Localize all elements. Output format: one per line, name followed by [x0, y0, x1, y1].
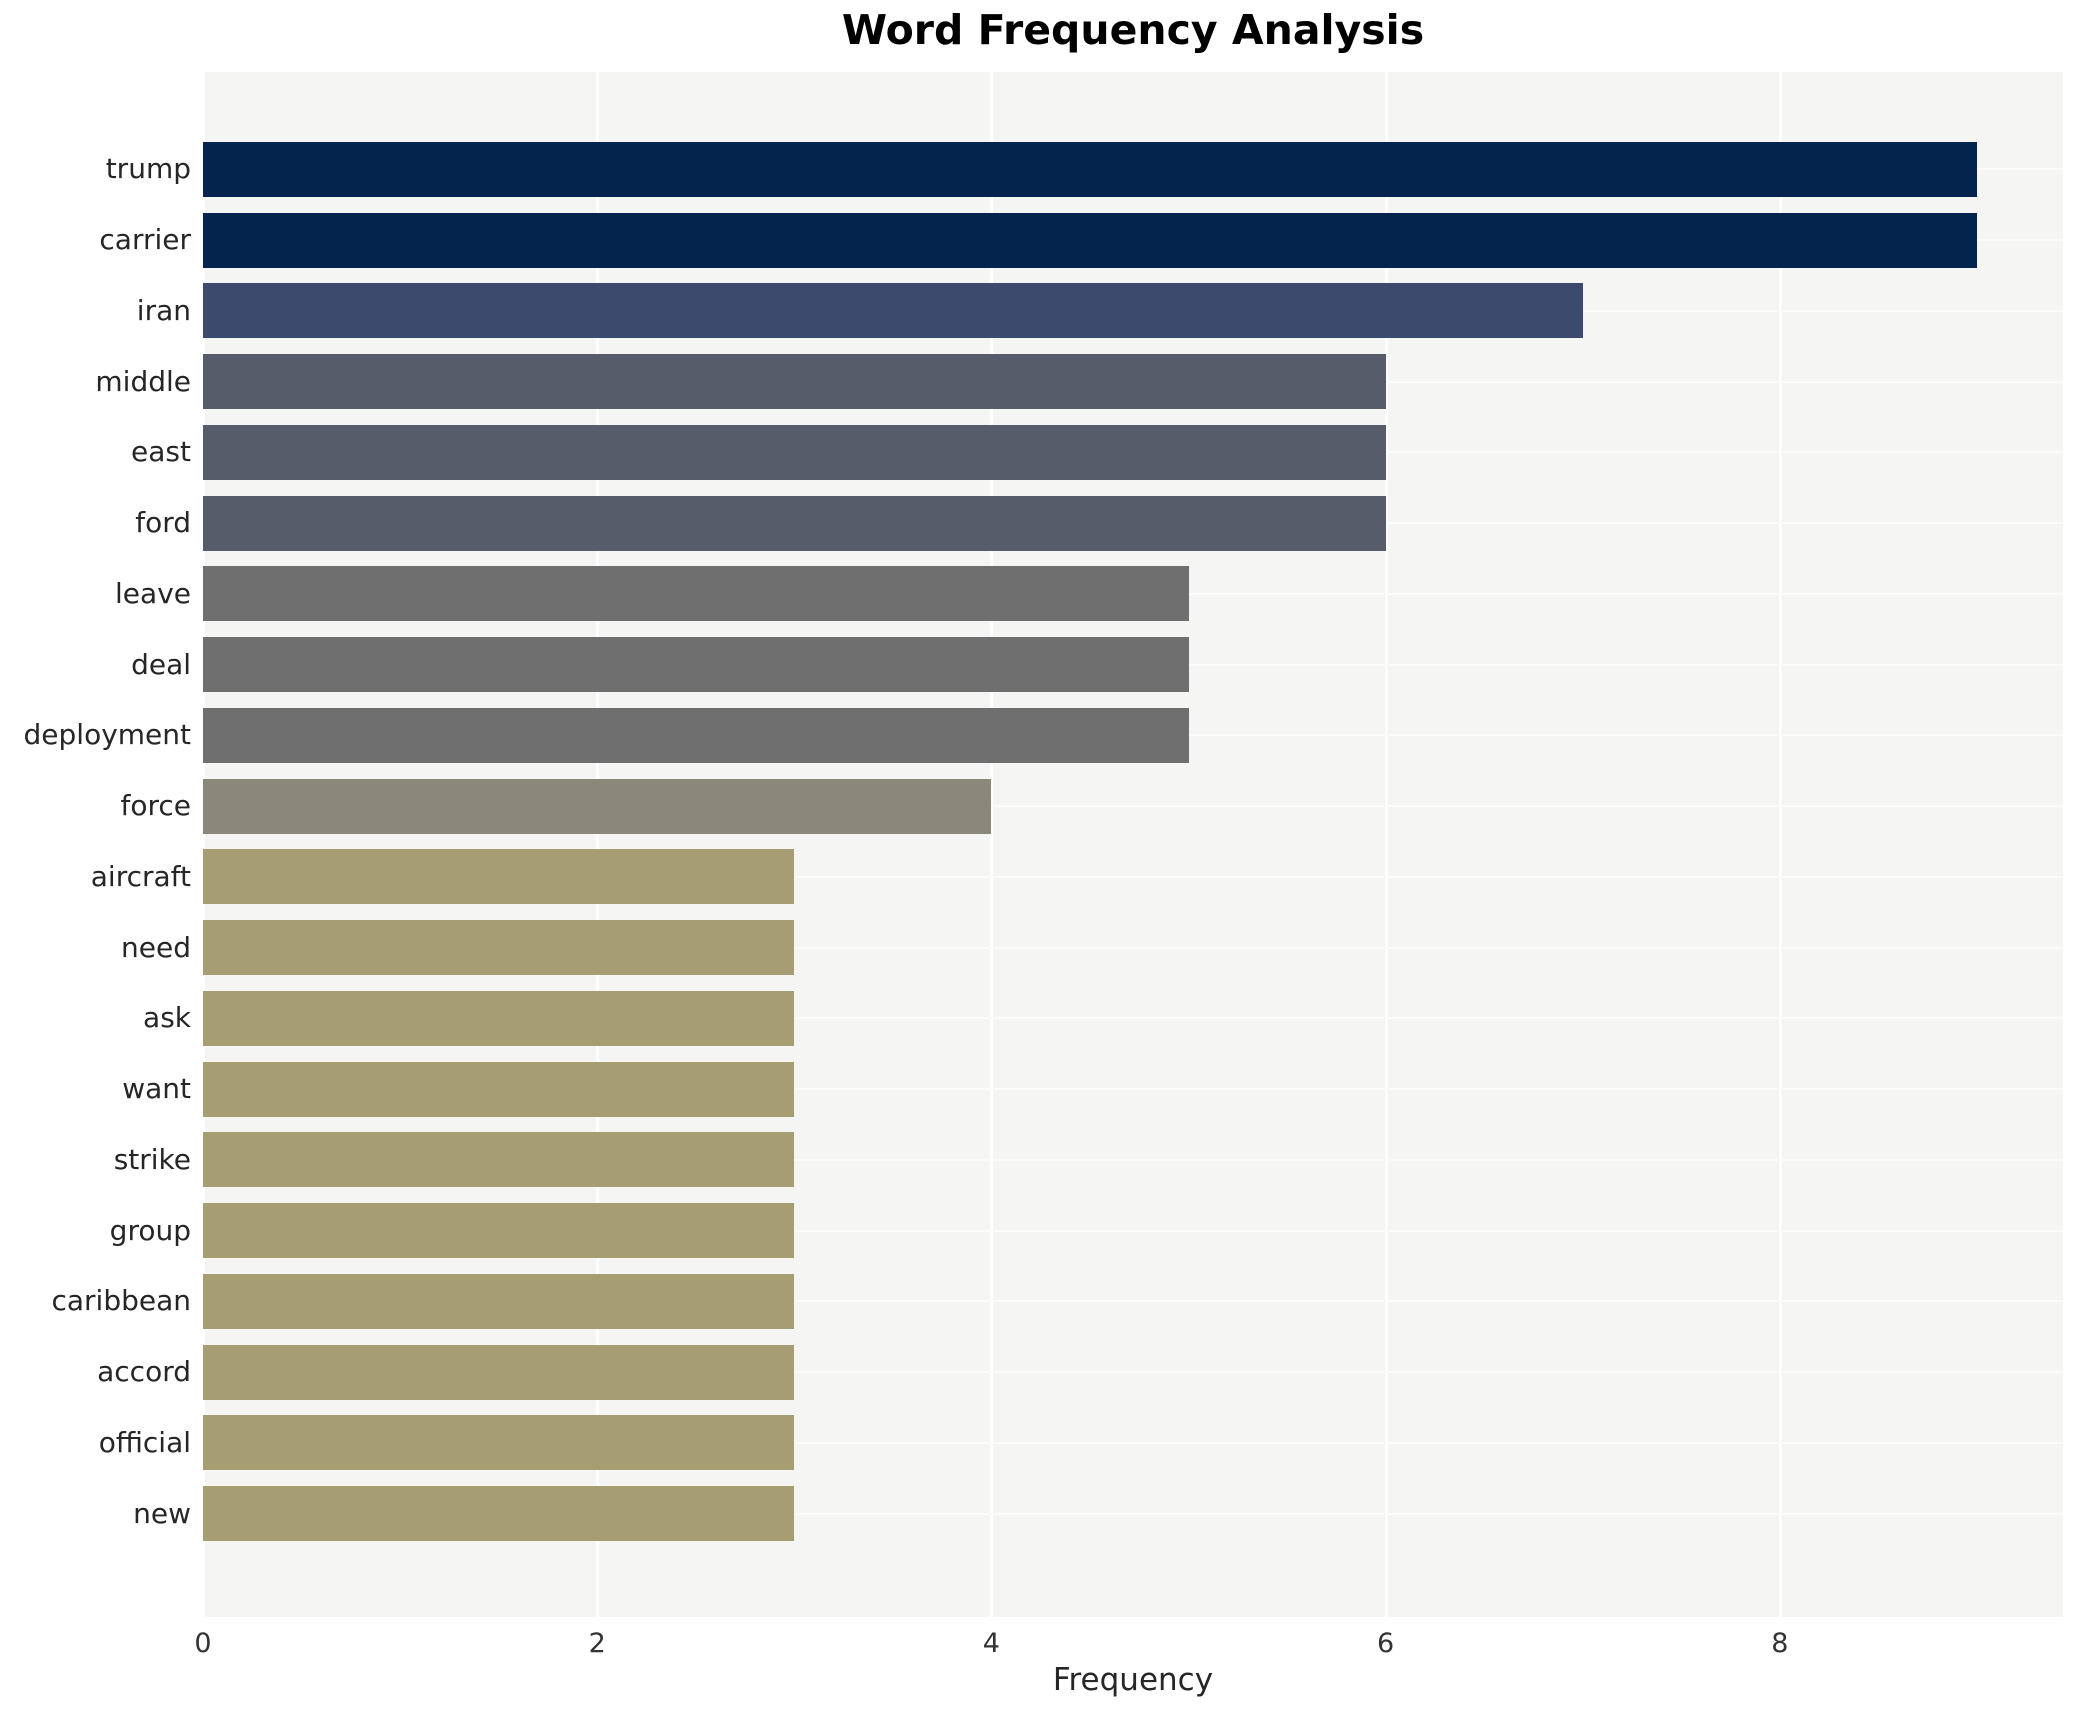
- bar-group: [203, 1203, 795, 1259]
- bar-ford: [203, 495, 1386, 551]
- gridline-horizontal: [203, 1441, 2063, 1444]
- bar-deal: [203, 637, 1189, 693]
- x-tick-label: 8: [1771, 1628, 1789, 1659]
- x-tick-label: 6: [1377, 1628, 1395, 1659]
- y-tick-label-iran: iran: [136, 293, 191, 327]
- x-tick-label: 2: [588, 1628, 606, 1659]
- gridline-horizontal: [203, 1017, 2063, 1020]
- gridline-vertical: [1778, 72, 1782, 1617]
- bar-official: [203, 1415, 795, 1471]
- y-tick-label-trump: trump: [105, 152, 191, 186]
- gridline-vertical: [596, 72, 600, 1617]
- gridline-horizontal: [203, 1229, 2063, 1232]
- y-tick-label-deployment: deployment: [23, 718, 191, 752]
- y-tick-label-leave: leave: [115, 576, 191, 610]
- gridline-horizontal: [203, 1158, 2063, 1161]
- gridline-vertical: [202, 72, 205, 1617]
- bar-carrier: [203, 212, 1977, 268]
- y-tick-label-middle: middle: [95, 364, 191, 398]
- gridline-vertical: [1384, 72, 1388, 1617]
- bar-iran: [203, 283, 1583, 339]
- y-tick-label-force: force: [120, 789, 191, 823]
- gridline-horizontal: [203, 1512, 2063, 1515]
- gridline-horizontal: [203, 1300, 2063, 1303]
- bar-east: [203, 424, 1386, 480]
- x-tick-label: 4: [982, 1628, 1000, 1659]
- gridline-horizontal: [203, 1371, 2063, 1374]
- gridline-horizontal: [203, 805, 2063, 808]
- y-tick-label-aircraft: aircraft: [90, 859, 191, 893]
- bar-leave: [203, 566, 1189, 622]
- y-tick-label-accord: accord: [97, 1355, 191, 1389]
- y-tick-label-carrier: carrier: [99, 223, 191, 257]
- bar-trump: [203, 141, 1977, 197]
- gridline-horizontal: [203, 946, 2063, 949]
- bar-deployment: [203, 707, 1189, 763]
- y-tick-label-official: official: [98, 1425, 191, 1459]
- bar-accord: [203, 1344, 795, 1400]
- y-tick-label-ford: ford: [135, 506, 191, 540]
- y-tick-label-need: need: [121, 930, 191, 964]
- y-tick-label-caribbean: caribbean: [51, 1284, 191, 1318]
- chart-title: Word Frequency Analysis: [841, 6, 1425, 54]
- y-tick-label-ask: ask: [143, 1001, 191, 1035]
- gridline-horizontal: [203, 1088, 2063, 1091]
- plot-area: [202, 72, 2063, 1617]
- bar-caribbean: [203, 1273, 795, 1329]
- y-tick-label-deal: deal: [131, 647, 191, 681]
- bar-want: [203, 1061, 795, 1117]
- y-tick-label-new: new: [133, 1496, 191, 1530]
- y-tick-label-group: group: [109, 1213, 191, 1247]
- bar-strike: [203, 1132, 795, 1188]
- bar-middle: [203, 354, 1386, 410]
- y-tick-label-want: want: [122, 1072, 191, 1106]
- y-tick-label-strike: strike: [113, 1142, 191, 1176]
- bar-force: [203, 778, 992, 834]
- gridline-horizontal: [203, 875, 2063, 878]
- gridline-vertical: [990, 72, 994, 1617]
- bar-aircraft: [203, 849, 795, 905]
- y-tick-label-east: east: [131, 435, 191, 469]
- bar-need: [203, 920, 795, 976]
- x-tick-label: 0: [194, 1628, 212, 1659]
- x-axis-label: Frequency: [1052, 1662, 1214, 1698]
- bar-ask: [203, 990, 795, 1046]
- bar-new: [203, 1486, 795, 1542]
